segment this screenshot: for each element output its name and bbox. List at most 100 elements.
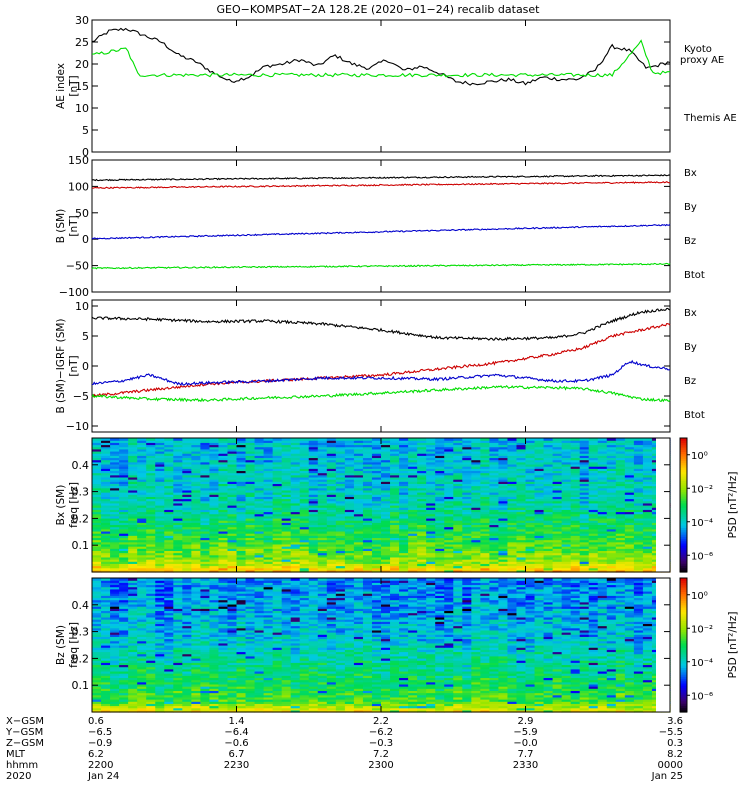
spectrogram-cell [534, 541, 545, 545]
spectrogram-cell [588, 455, 599, 459]
spectrogram-cell [263, 453, 274, 456]
spectrogram-cell [390, 472, 400, 476]
spectrogram-cell [624, 453, 635, 456]
spectrogram-cell [137, 463, 147, 467]
spectrogram-cell [155, 492, 165, 495]
spectrogram-cell [119, 500, 129, 504]
spectrogram-cell [317, 556, 328, 560]
spectrogram-cell [516, 541, 527, 545]
spectrogram-cell [281, 511, 292, 515]
spectrogram-cell [227, 459, 238, 463]
spectrogram-cell [588, 522, 599, 526]
spectrogram-cell [245, 537, 256, 541]
spectrogram-cell [236, 552, 247, 556]
spectrogram-cell [561, 509, 572, 513]
spectrogram-cell [236, 463, 247, 467]
spectrogram-cell [642, 453, 653, 456]
spectrogram-cell [308, 520, 319, 523]
spectrogram-cell [606, 513, 617, 517]
spectrogram-cell [317, 455, 328, 459]
spectrogram-cell [254, 487, 265, 491]
spectrogram-cell [624, 707, 635, 711]
spectrogram-cell [263, 526, 274, 530]
spectrogram-cell [570, 463, 581, 467]
spectrogram-cell [624, 552, 635, 556]
spectrogram-cell [435, 688, 445, 691]
spectrogram-cell [381, 559, 391, 562]
spectrogram-cell [308, 474, 319, 478]
spectrogram-cell [137, 468, 147, 472]
spectrogram-cell [254, 517, 265, 521]
spectrogram-cell [326, 692, 337, 696]
spectrogram-cell [561, 530, 572, 534]
spectrogram-cell [371, 563, 382, 567]
spectrogram-cell [272, 526, 283, 530]
spectrogram-cell [182, 688, 192, 691]
spectrogram-cell [227, 481, 238, 484]
spectrogram-cell [516, 511, 527, 515]
spectrogram-cell [426, 554, 436, 558]
spectrogram-cell [164, 554, 174, 558]
spectrogram-cell [326, 541, 337, 545]
spectrogram-cell [570, 515, 581, 519]
spectrogram-cell [200, 552, 211, 556]
spectrogram-cell [245, 448, 256, 452]
spectrogram-cell [606, 476, 617, 480]
spectrogram-cell [146, 479, 156, 482]
spectrogram-cell [552, 688, 563, 691]
spectrogram-cell [543, 442, 554, 446]
spectrogram-cell [236, 537, 247, 541]
spectrogram-cell [200, 537, 211, 541]
spectrogram-cell [426, 522, 436, 526]
spectrogram-cell [182, 474, 192, 478]
spectrogram-cell [218, 511, 229, 515]
spectrogram-cell [92, 692, 102, 696]
spectrogram-cell [272, 683, 283, 687]
spectrogram-cell [200, 463, 211, 467]
spectrogram-cell [561, 537, 572, 541]
spectrogram-cell [182, 483, 192, 487]
spectrogram-cell [209, 535, 220, 539]
spectrogram-cell [435, 513, 445, 517]
spectrogram-cell [570, 485, 581, 489]
spectrogram-cell [173, 569, 183, 573]
spectrogram-cell [92, 522, 102, 526]
spectrogram-cell [444, 496, 454, 500]
spectrogram-cell [317, 450, 328, 454]
spectrogram-cell [588, 507, 599, 510]
spectrogram-cell [480, 466, 490, 469]
spectrogram-cell [408, 694, 418, 698]
spectrogram-cell [471, 440, 481, 443]
spectrogram-cell [173, 438, 183, 441]
spectrogram-cell [642, 567, 653, 571]
spectrogram-cell [335, 446, 346, 450]
spectrogram-cell [164, 448, 174, 452]
spectrogram-cell [498, 552, 509, 556]
spectrogram-cell [317, 552, 328, 556]
spectrogram-cell [525, 487, 536, 491]
spectrogram-cell [561, 507, 572, 510]
spectrogram-cell [218, 554, 229, 558]
spectrogram-cell [606, 483, 617, 487]
spectrogram-cell [218, 463, 229, 467]
spectrogram-cell [344, 550, 355, 554]
spectrogram-cell [588, 550, 599, 554]
spectrogram-cell [317, 489, 328, 493]
spectrogram-cell [254, 701, 265, 704]
spectrogram-cell [335, 450, 346, 454]
spectrogram-cell [308, 453, 319, 456]
spectrogram-cell [390, 444, 400, 448]
spectrogram-cell [633, 440, 644, 443]
spectrogram-cell [353, 457, 364, 461]
spectrogram-cell [534, 696, 545, 700]
spectrogram-cell [597, 701, 608, 704]
spectrogram-cell [101, 528, 111, 532]
spectrogram-cell [92, 496, 102, 500]
spectrogram-cell [489, 494, 500, 497]
spectrogram-cell [615, 703, 626, 707]
y-tick-label: 150 [68, 154, 89, 167]
spectrogram-cell [119, 539, 129, 543]
spectrogram-cell [209, 705, 220, 709]
spectrogram-cell [588, 539, 599, 543]
spectrogram-cell [462, 565, 472, 569]
